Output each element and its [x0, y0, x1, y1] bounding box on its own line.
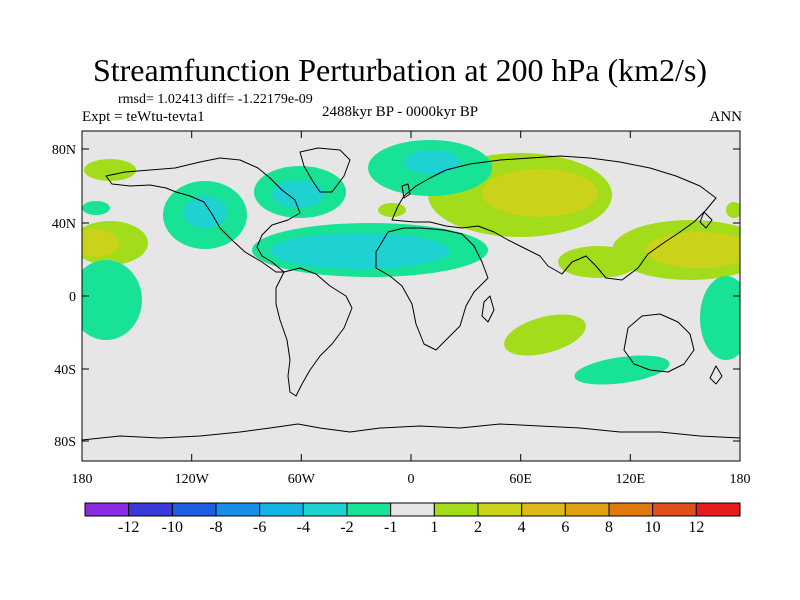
contour-positive-alaska — [84, 159, 136, 181]
coast-japan — [699, 211, 713, 229]
contour-negative-southern-ocean — [574, 355, 670, 385]
lat-tick-label: 40S — [54, 363, 76, 378]
contour-positive-atlantic — [378, 203, 406, 217]
colorbar-label: -1 — [384, 519, 397, 536]
colorbar-swatch — [390, 502, 435, 517]
contour-negative-arctic-core — [404, 150, 460, 174]
coast-madagascar — [481, 295, 495, 323]
coast-eurasia — [391, 155, 717, 281]
stats-label: rmsd= 1.02413 diff= -1.22179e-09 — [118, 92, 313, 107]
contour-positive-indian-ocean — [504, 314, 586, 356]
experiment-label: Expt = teWtu-tevta1 — [82, 109, 205, 125]
lon-tick-label: 180 — [72, 472, 93, 487]
contour-positive-pacific-core — [645, 232, 740, 268]
lat-tick-label: 0 — [69, 290, 76, 305]
coast-antarctica — [82, 423, 740, 441]
period-label: 2488kyr BP - 0000kyr BP — [321, 104, 479, 120]
coastlines — [82, 147, 740, 441]
coast-south-america — [275, 267, 353, 397]
colorbar-swatch — [346, 502, 392, 517]
colorbar-label: 2 — [474, 519, 482, 536]
coast-north-america — [105, 157, 301, 273]
contour-negative-south-pacific — [82, 260, 142, 340]
colorbar-swatch — [608, 502, 654, 517]
lon-tick-label: 120W — [175, 472, 210, 487]
lat-tick-label: 40N — [52, 217, 76, 232]
colorbar-label: 10 — [645, 519, 661, 536]
coast-greenland — [299, 147, 351, 193]
latitude-axis: 80N 40N 0 40S 80S — [52, 143, 740, 450]
lat-tick-label: 80S — [54, 435, 76, 450]
longitude-axis: 180 120W 60W 0 60E 120E 180 — [72, 131, 751, 487]
contour-negative-north-america-west-core — [183, 196, 227, 228]
colorbar-label: 4 — [518, 519, 526, 536]
colorbar-label: 6 — [561, 519, 569, 536]
colorbar-swatch — [433, 502, 479, 517]
colorbar-swatch — [259, 502, 304, 517]
colorbar-swatch — [564, 502, 610, 517]
lon-tick-label: 60W — [288, 472, 316, 487]
colorbar-swatch — [477, 502, 523, 517]
colorbar-label: 1 — [430, 519, 438, 536]
contour-negative-east-pacific — [700, 276, 740, 360]
season-label: ANN — [709, 109, 743, 125]
colorbar-label: -10 — [162, 519, 183, 536]
contour-positive-west-pacific-core — [82, 229, 119, 257]
colorbar-swatch — [695, 502, 741, 517]
colorbar-label: -6 — [253, 519, 266, 536]
contour-negative-atlantic-core — [270, 233, 450, 269]
colorbar-label: 12 — [688, 519, 704, 536]
colorbar-label: -12 — [118, 519, 139, 536]
coast-new-zealand — [709, 365, 723, 385]
lon-tick-label: 0 — [408, 472, 415, 487]
coast-australia — [623, 313, 695, 373]
colorbar-swatch — [128, 502, 173, 517]
map-title: Streamfunction Perturbation at 200 hPa (… — [92, 52, 708, 88]
colorbar-label: 8 — [605, 519, 613, 536]
contour-positive-asia-core — [482, 169, 598, 217]
colorbar-label: -4 — [297, 519, 310, 536]
contour-positive-dateline — [726, 202, 740, 218]
contour-negative-north-america-east-core — [272, 180, 324, 208]
lat-tick-label: 80N — [52, 143, 76, 158]
colorbar-label: -2 — [340, 519, 353, 536]
lon-tick-label: 180 — [730, 472, 751, 487]
lon-tick-label: 60E — [509, 472, 532, 487]
contour-positive-india — [558, 246, 638, 278]
colorbar-swatch — [84, 502, 130, 517]
colorbar-swatch — [302, 502, 348, 517]
coast-africa — [375, 227, 489, 351]
colorbar-swatch — [215, 502, 261, 517]
colorbar-swatch — [652, 502, 697, 517]
colorbar-swatch — [521, 502, 566, 517]
colorbar: -12 -10 -8 -6 -4 -2 -1 1 2 4 6 8 10 12 — [84, 502, 741, 536]
lon-tick-label: 120E — [616, 472, 646, 487]
contour-negative-north-pacific — [82, 201, 110, 215]
colorbar-swatch — [171, 502, 217, 517]
contour-field — [82, 140, 740, 385]
coast-uk — [401, 183, 411, 199]
colorbar-label: -8 — [209, 519, 222, 536]
